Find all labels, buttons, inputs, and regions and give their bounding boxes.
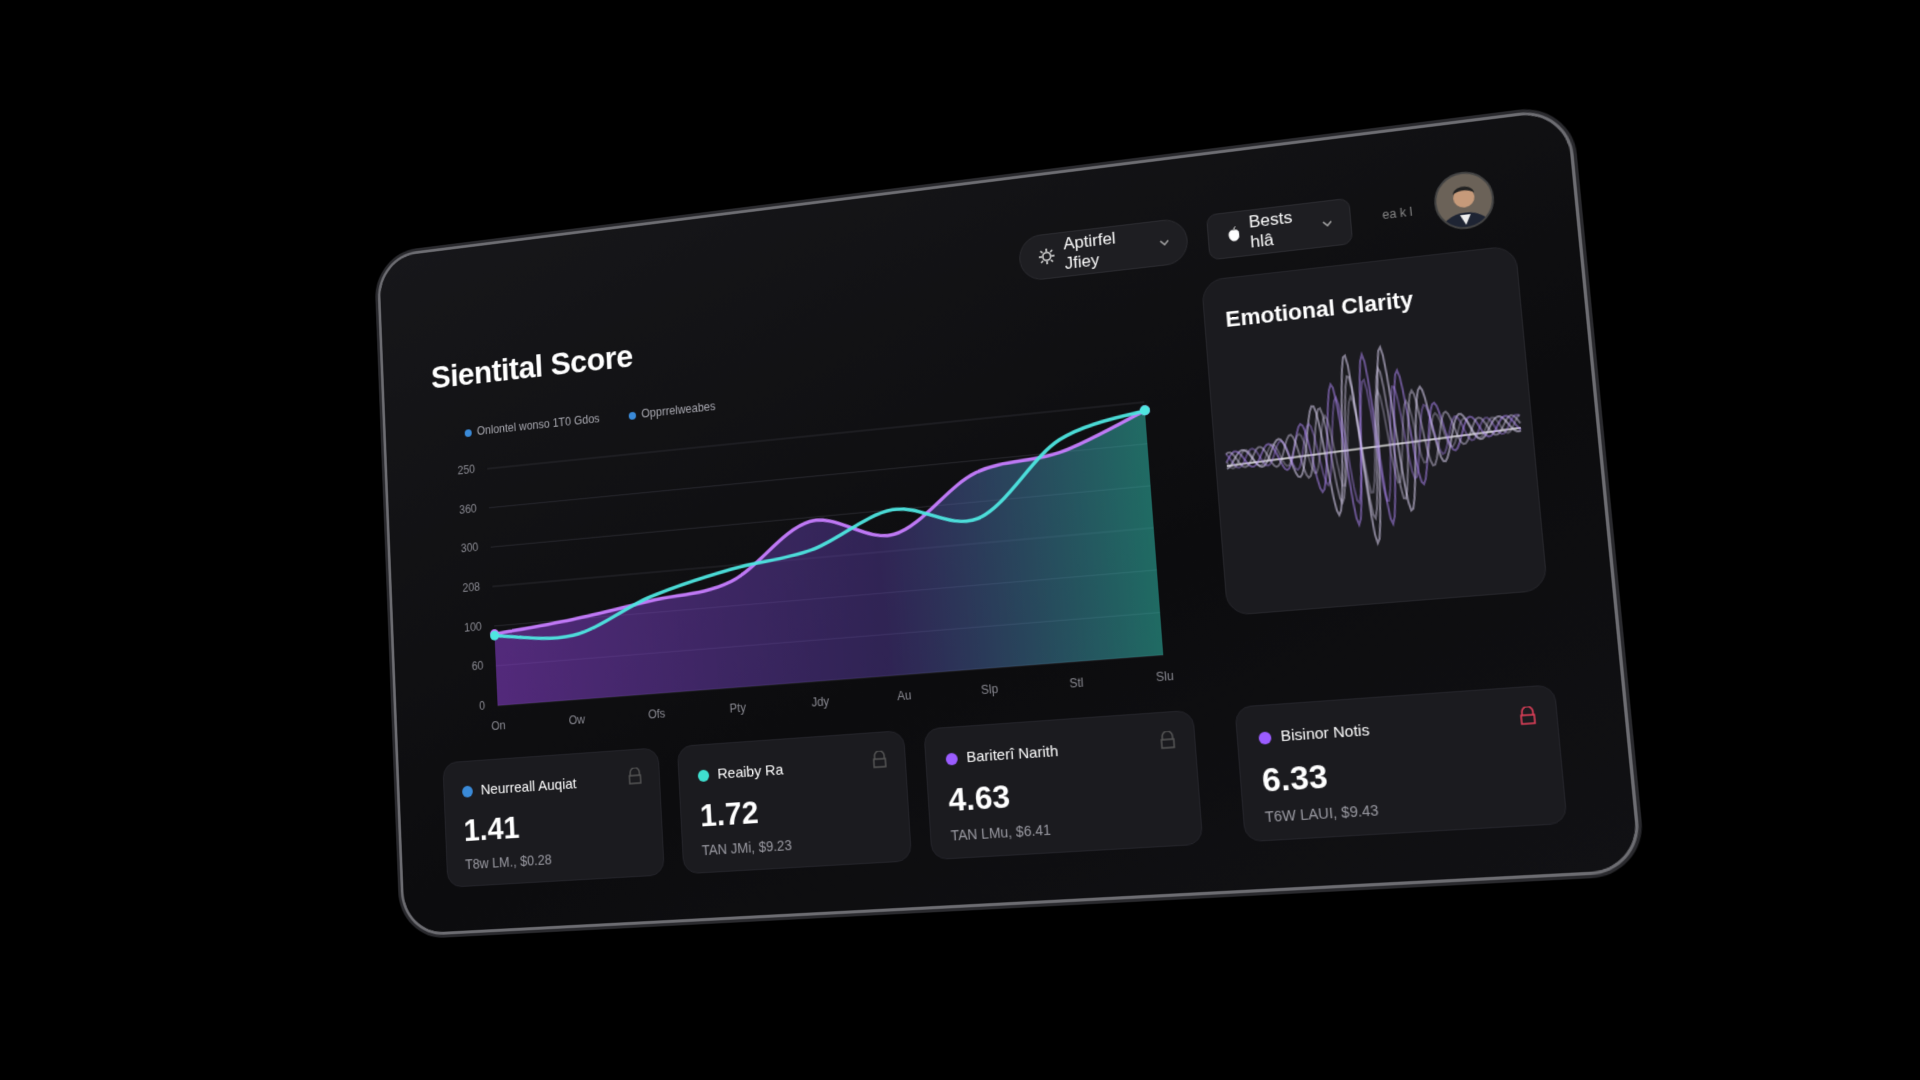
x-tick-label: Jdy <box>811 694 830 709</box>
x-tick-label: Stl <box>1069 675 1084 690</box>
y-tick-label: 360 <box>459 501 477 516</box>
side-panel-title: Emotional Clarity <box>1224 286 1415 333</box>
card-header: Reaiby Ra <box>697 755 886 785</box>
gear-icon <box>1037 247 1055 266</box>
waveform <box>1208 318 1546 605</box>
y-tick-label: 100 <box>464 619 483 634</box>
stat-card: Bisinor Notis 6.33 T6W LAUI, $9.43 <box>1234 684 1568 843</box>
stat-card: Bariterî Narith 4.63 TAN LMu, $6.41 <box>923 709 1204 861</box>
card-title: Reaiby Ra <box>717 761 784 783</box>
card-icon <box>945 752 959 766</box>
wave-line <box>1222 377 1525 505</box>
lock-shape <box>873 750 886 767</box>
chart: 0 60 100 208 300 360 250 On Ow Ofs Pty Jdy Au Slp Stl S… <box>457 399 1175 734</box>
legend-dot <box>464 429 472 438</box>
lock-icon <box>1518 706 1537 726</box>
x-tick-label: Ow <box>568 713 585 728</box>
card-icon <box>697 768 710 782</box>
card-title: Bariterî Narith <box>965 742 1059 767</box>
lock-shape <box>1161 731 1175 748</box>
dropdown[interactable]: Aptirfel Jfiey <box>1017 217 1190 283</box>
lock-icon <box>627 767 643 786</box>
x-tick-label: Au <box>897 688 912 703</box>
lock-icon <box>871 750 888 769</box>
dropdown-label: Aptirfel Jfiey <box>1062 228 1117 274</box>
y-tick-label: 0 <box>479 699 486 713</box>
card-subtitle: TAN LMu, $6.41 <box>950 821 1052 844</box>
lock-shape <box>629 767 641 783</box>
card-header: Neurreall Auqiat <box>461 771 641 800</box>
chevron <box>1322 219 1332 228</box>
dropdown[interactable]: Bests hlâ <box>1205 197 1354 261</box>
card-value: 1.72 <box>699 794 760 834</box>
legend-label: Onlontel wonso 1T0 Gdos <box>477 412 600 438</box>
x-tick-label: Pty <box>729 701 746 716</box>
avatar[interactable] <box>1431 168 1497 232</box>
card-header: Bariterî Narith <box>945 735 1174 768</box>
side-panel: Emotional Clarity <box>1200 244 1549 616</box>
card-icon <box>1258 730 1272 745</box>
y-tick-label: 250 <box>457 462 475 477</box>
card-icon <box>461 785 474 798</box>
card-value: 4.63 <box>947 777 1012 819</box>
card-header: Bisinor Notis <box>1258 710 1535 746</box>
chevron <box>1159 238 1169 247</box>
chart-title: Sientital Score <box>430 338 634 397</box>
dashboard-panel: Sientital Score Aptirfel Jfiey Bests hlâ… <box>378 109 1640 934</box>
x-tick-label: On <box>491 719 506 734</box>
y-tick-label: 300 <box>461 541 479 556</box>
card-value: 6.33 <box>1260 757 1330 800</box>
apple-icon <box>1226 226 1240 243</box>
card-subtitle: T8w LM., $0.28 <box>464 851 553 873</box>
card-title: Bisinor Notis <box>1279 721 1371 746</box>
stat-card: Reaiby Ra 1.72 TAN JMi, $9.23 <box>676 730 913 875</box>
legend-label: Opprrelweabes <box>641 399 716 420</box>
x-tick-label: Slp <box>981 682 999 698</box>
card-subtitle: TAN JMi, $9.23 <box>701 836 793 859</box>
x-tick-label: Ofs <box>648 707 666 722</box>
y-tick-label: 60 <box>471 659 484 674</box>
legend-dot <box>628 411 637 421</box>
area <box>487 410 1164 706</box>
card-title: Neurreall Auqiat <box>480 775 577 799</box>
y-tick-label: 208 <box>462 580 481 595</box>
lock-icon <box>1159 731 1177 751</box>
card-value: 1.41 <box>463 809 521 848</box>
dropdown-label: Bests hlâ <box>1247 207 1294 252</box>
x-tick-label: Slu <box>1156 669 1175 685</box>
user-label: ea k l <box>1381 204 1414 223</box>
lock-shape <box>1520 706 1535 724</box>
stat-card: Neurreall Auqiat 1.41 T8w LM., $0.28 <box>442 747 665 888</box>
